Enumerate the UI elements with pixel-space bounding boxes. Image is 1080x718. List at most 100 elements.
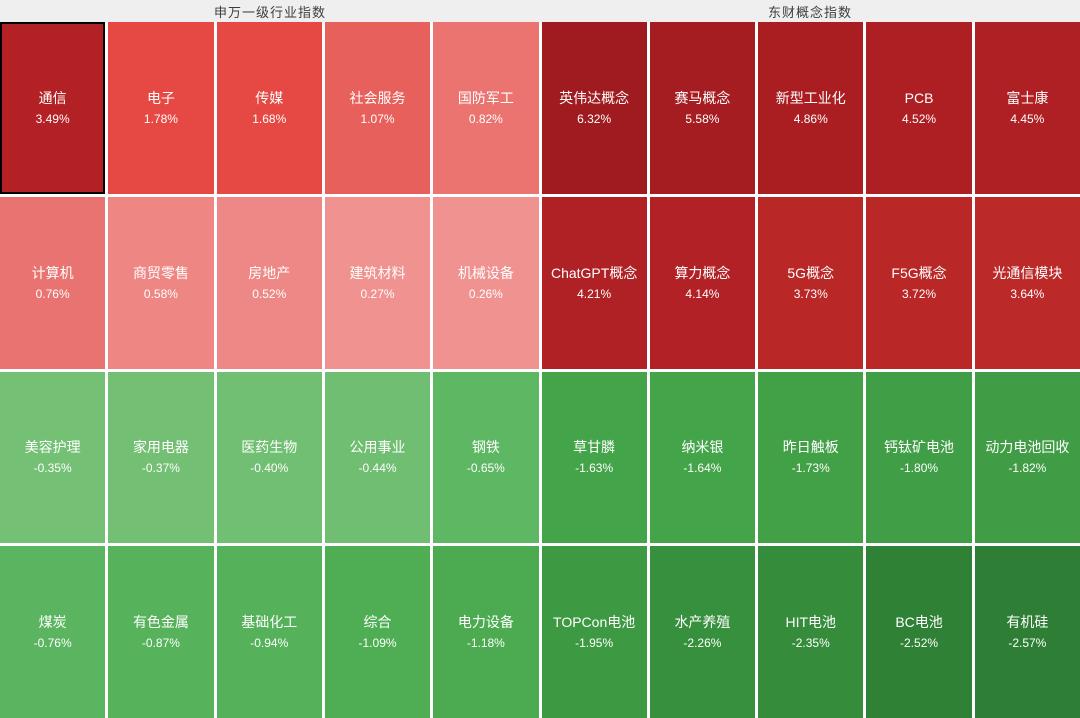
tile-change: -1.09% [358,636,397,651]
tile-name: 纳米银 [681,439,724,456]
heatmap-tile[interactable]: ChatGPT概念 4.21% [541,196,647,369]
tile-change: 1.78% [143,111,178,126]
tile-name: 房地产 [248,264,291,281]
heatmap-tile[interactable]: 综合 -1.09% [324,546,431,718]
heatmap-tile[interactable]: 建筑材料 0.27% [324,196,431,369]
heatmap-tile[interactable]: BC电池 -2.52% [866,546,972,718]
heatmap-tile[interactable]: 富士康 4.45% [974,22,1080,194]
tile-name: 机械设备 [457,264,514,281]
tile-name: 电子 [146,89,175,106]
tile-name: 综合 [363,614,392,631]
tile-change: 3.64% [1010,286,1045,301]
tile-change: 4.45% [1010,111,1045,126]
heatmap-tile[interactable]: 赛马概念 5.58% [649,22,756,194]
tile-change: -1.95% [575,636,614,651]
tile-change: -1.73% [791,461,830,476]
heatmap-tile[interactable]: 草甘膦 -1.63% [541,371,647,544]
heatmap-tile[interactable]: 基础化工 -0.94% [216,546,322,718]
tile-name: 水产养殖 [674,614,731,631]
heatmap-tile[interactable]: 动力电池回收 -1.82% [974,371,1080,544]
tile-change: 0.58% [143,286,178,301]
tile-change: -0.76% [33,636,72,651]
heatmap-tile[interactable]: 钢铁 -0.65% [433,371,539,544]
heatmap-tile[interactable]: TOPCon电池 -1.95% [541,546,647,718]
heatmap-tile[interactable]: 煤炭 -0.76% [0,546,106,718]
heatmap-tile[interactable]: 商贸零售 0.58% [108,196,214,369]
tile-change: -2.57% [1008,636,1047,651]
heatmap-tile[interactable]: 家用电器 -0.37% [108,371,214,544]
heatmap-tile[interactable]: PCB 4.52% [866,22,972,194]
heatmap-tile[interactable]: 昨日触板 -1.73% [758,371,864,544]
tile-change: -1.82% [1008,461,1047,476]
tile-name: 赛马概念 [674,89,731,106]
tile-name: BC电池 [895,614,943,631]
tile-name: 5G概念 [787,264,835,281]
heatmap-tile[interactable]: 美容护理 -0.35% [0,371,106,544]
tile-change: 3.49% [35,111,70,126]
tile-name: 商贸零售 [132,264,189,281]
heatmap-tile[interactable]: 水产养殖 -2.26% [649,546,756,718]
tile-name: 光通信模块 [992,264,1063,281]
tile-name: 算力概念 [674,264,731,281]
tile-change: 0.26% [468,286,503,301]
heatmap-tile[interactable]: 电力设备 -1.18% [433,546,539,718]
heatmap-tile[interactable]: 有机硅 -2.57% [974,546,1080,718]
heatmap-tile[interactable]: 机械设备 0.26% [433,196,539,369]
tile-name: 公用事业 [349,439,406,456]
tile-change: 6.32% [577,111,612,126]
tile-name: 有色金属 [132,614,189,631]
tile-name: PCB [904,89,934,106]
tile-change: -1.63% [575,461,614,476]
tile-name: 草甘膦 [573,439,616,456]
tile-name: 昨日触板 [782,439,839,456]
heatmap-tile[interactable]: 有色金属 -0.87% [108,546,214,718]
tile-name: 传媒 [255,89,284,106]
heatmap-tile[interactable]: 房地产 0.52% [216,196,322,369]
tile-name: 医药生物 [241,439,298,456]
tile-name: 动力电池回收 [985,439,1070,456]
tile-change: -2.52% [900,636,939,651]
heatmap-tile[interactable]: 通信 3.49% [0,22,106,194]
tile-change: -0.87% [141,636,180,651]
tile-change: 5.58% [685,111,720,126]
heatmap-tile[interactable]: 传媒 1.68% [216,22,322,194]
heatmap-tile[interactable]: 新型工业化 4.86% [758,22,864,194]
group-header-bar: 申万一级行业指数 东财概念指数 [0,0,1080,22]
tile-change: 3.72% [902,286,937,301]
heatmap-tile[interactable]: 电子 1.78% [108,22,214,194]
heatmap-tile[interactable]: 公用事业 -0.44% [324,371,431,544]
heatmap-tile[interactable]: 钙钛矿电池 -1.80% [866,371,972,544]
group-title-shenwan-industry: 申万一级行业指数 [213,4,326,20]
tile-name: 通信 [38,89,67,106]
tile-change: -2.26% [683,636,722,651]
heatmap-tile[interactable]: 5G概念 3.73% [758,196,864,369]
heatmap-tile[interactable]: HIT电池 -2.35% [758,546,864,718]
tile-change: 0.52% [252,286,287,301]
tile-change: 0.82% [468,111,503,126]
tile-name: TOPCon电池 [553,614,636,631]
heatmap-grid: 通信 3.49% 电子 1.78% 传媒 1.68% 社会服务 1.07% 国防军工 0.82% 英… [0,22,1080,718]
heatmap-tile[interactable]: 算力概念 4.14% [649,196,756,369]
tile-change: -2.35% [791,636,830,651]
tile-name: 英伟达概念 [559,89,630,106]
tile-change: -0.94% [250,636,289,651]
group-title-eastmoney-concept: 东财概念指数 [767,4,852,20]
heatmap-tile[interactable]: F5G概念 3.72% [866,196,972,369]
tile-change: -0.44% [358,461,397,476]
heatmap-tile[interactable]: 光通信模块 3.64% [974,196,1080,369]
heatmap-tile[interactable]: 纳米银 -1.64% [649,371,756,544]
tile-name: 新型工业化 [775,89,846,106]
heatmap-tile[interactable]: 社会服务 1.07% [324,22,431,194]
heatmap-tile[interactable]: 医药生物 -0.40% [216,371,322,544]
tile-name: 美容护理 [24,439,81,456]
tile-change: -0.35% [33,461,72,476]
tile-change: -0.65% [466,461,505,476]
tile-name: 建筑材料 [349,264,406,281]
tile-name: ChatGPT概念 [550,264,638,281]
heatmap-tile[interactable]: 国防军工 0.82% [433,22,539,194]
tile-change: 0.76% [35,286,70,301]
tile-name: 电力设备 [457,614,514,631]
heatmap-tile[interactable]: 计算机 0.76% [0,196,106,369]
heatmap-tile[interactable]: 英伟达概念 6.32% [541,22,647,194]
